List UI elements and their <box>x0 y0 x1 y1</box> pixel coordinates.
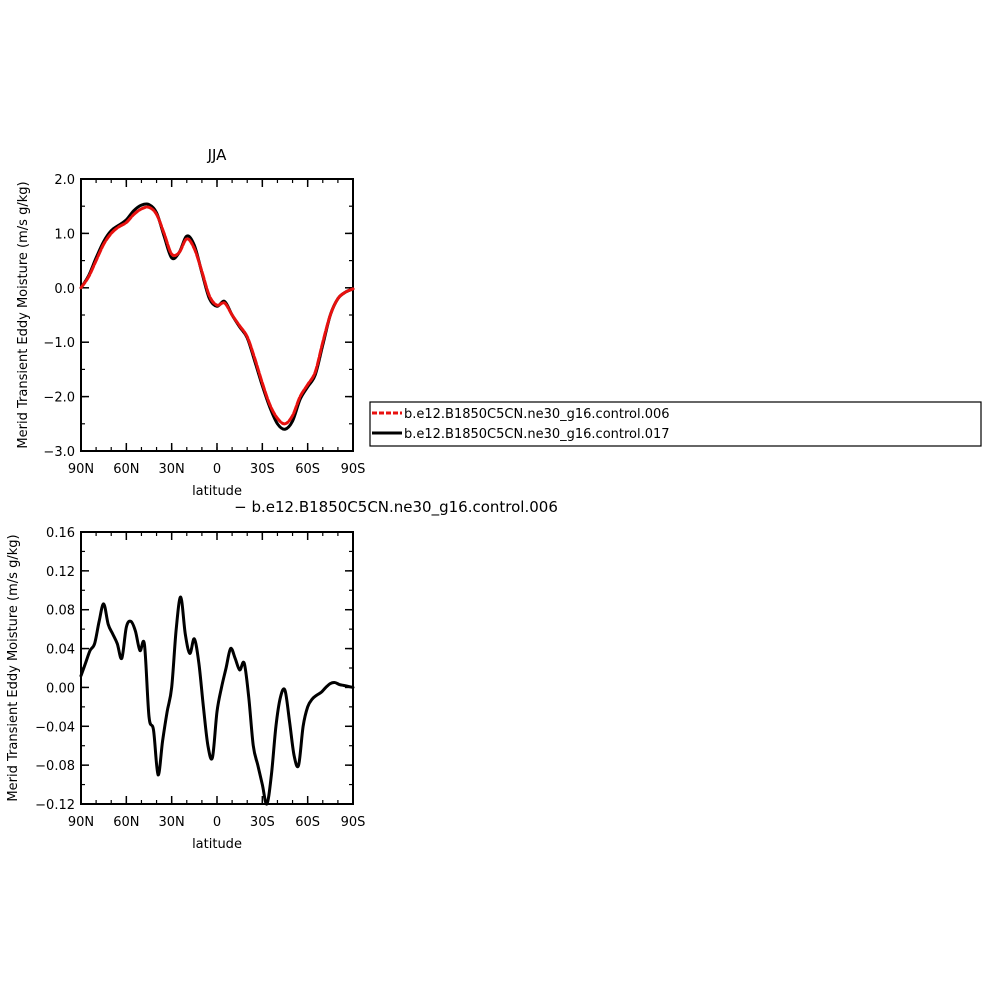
x-tick-label: 60N <box>113 815 139 830</box>
series-line-0 <box>79 205 355 426</box>
y-tick-label: 0.16 <box>46 526 75 541</box>
top-chart-title: JJA <box>207 146 228 164</box>
x-tick-label: 90N <box>68 815 94 830</box>
y-tick-label: −1.0 <box>43 336 75 351</box>
x-tick-label: 30N <box>159 462 185 477</box>
series-line-1 <box>79 202 355 431</box>
top-series-lines <box>79 202 355 431</box>
y-tick-label: −0.12 <box>35 798 75 813</box>
bottom-panel: − b.e12.B1850C5CN.ne30_g16.control.006 9… <box>6 498 558 852</box>
legend-label-017: b.e12.B1850C5CN.ne30_g16.control.017 <box>404 427 670 442</box>
top-plot-frame <box>80 178 354 452</box>
x-tick-label: 90S <box>341 815 366 830</box>
bottom-series-lines <box>79 595 355 806</box>
x-tick-label: 60N <box>113 462 139 477</box>
bottom-x-tick-labels: 90N 60N 30N 0 30S 60S 90S <box>68 815 366 830</box>
x-tick-label: 90S <box>341 462 366 477</box>
x-tick-label: 0 <box>213 815 221 830</box>
y-tick-label: −0.04 <box>35 720 75 735</box>
x-tick-label: 30N <box>159 815 185 830</box>
y-tick-label: 0.0 <box>54 282 75 297</box>
bottom-x-axis-label: latitude <box>192 837 242 852</box>
bottom-plot-frame <box>80 531 354 805</box>
y-tick-label: 2.0 <box>54 173 75 188</box>
top-y-axis-label: Merid Transient Eddy Moisture (m/s g/kg) <box>16 181 31 448</box>
bottom-y-tick-labels: 0.16 0.12 0.08 0.04 0.00 −0.04 −0.08 −0.12 <box>35 526 75 813</box>
bottom-chart-title: − b.e12.B1850C5CN.ne30_g16.control.006 <box>234 498 558 517</box>
y-tick-label: 0.08 <box>46 604 75 619</box>
legend: b.e12.B1850C5CN.ne30_g16.control.006 b.e… <box>369 401 982 447</box>
y-tick-label: 0.00 <box>46 681 75 696</box>
bottom-ticks <box>80 531 354 805</box>
x-tick-label: 60S <box>295 815 320 830</box>
y-tick-label: −3.0 <box>43 445 75 460</box>
y-tick-label: −2.0 <box>43 391 75 406</box>
x-tick-label: 90N <box>68 462 94 477</box>
bottom-y-axis-label: Merid Transient Eddy Moisture (m/s g/kg) <box>6 534 21 801</box>
top-x-axis-label: latitude <box>192 484 242 499</box>
legend-label-006: b.e12.B1850C5CN.ne30_g16.control.006 <box>404 407 670 422</box>
x-tick-label: 60S <box>295 462 320 477</box>
y-tick-label: 1.0 <box>54 227 75 242</box>
legend-box <box>369 401 982 447</box>
y-tick-label: 0.12 <box>46 565 75 580</box>
x-tick-label: 30S <box>250 462 275 477</box>
y-tick-label: 0.04 <box>46 643 75 658</box>
series-line-0 <box>79 595 355 806</box>
y-tick-label: −0.08 <box>35 759 75 774</box>
x-tick-label: 0 <box>213 462 221 477</box>
top-ticks <box>80 178 354 452</box>
top-x-tick-labels: 90N 60N 30N 0 30S 60S 90S <box>68 462 366 477</box>
top-y-tick-labels: 2.0 1.0 0.0 −1.0 −2.0 −3.0 <box>43 173 75 460</box>
x-tick-label: 30S <box>250 815 275 830</box>
top-panel: JJA 90N 60N 30N 0 30S 60S 90S 2.0 1.0 0.0 −1.0 −2.… <box>16 146 365 499</box>
